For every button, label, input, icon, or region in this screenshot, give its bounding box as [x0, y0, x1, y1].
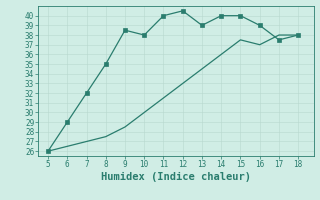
X-axis label: Humidex (Indice chaleur): Humidex (Indice chaleur) — [101, 172, 251, 182]
